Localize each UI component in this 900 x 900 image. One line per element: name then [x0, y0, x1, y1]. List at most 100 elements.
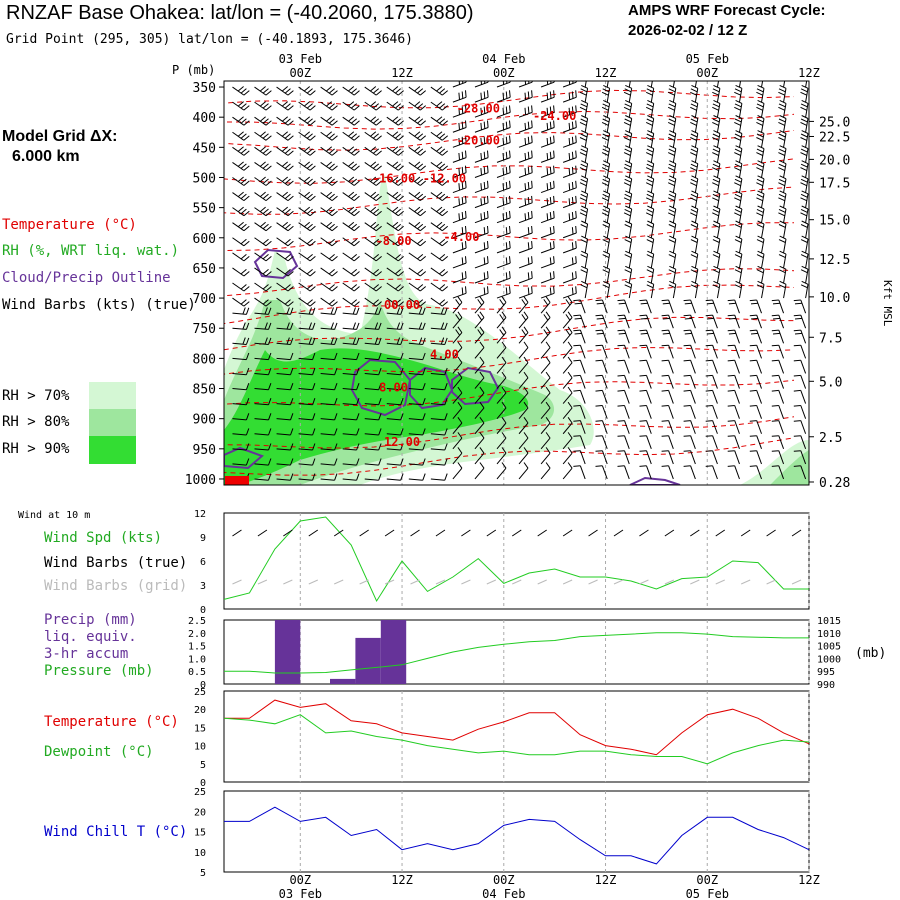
wind-barb: [408, 86, 427, 96]
wind-barb: [298, 161, 316, 171]
wind-barb: [793, 405, 807, 419]
wind-barb: [661, 405, 674, 419]
pressure-tick-label: 750: [193, 322, 216, 337]
legend-temperature-line: Temperature (°C): [44, 714, 179, 730]
wind-barb: [364, 398, 382, 406]
wind-barb: [364, 131, 382, 141]
wind-barb: [540, 90, 555, 103]
wind-barb: [364, 237, 382, 247]
wind-barb: [408, 176, 427, 186]
wind-barb: [602, 250, 611, 269]
wind-barb: [364, 367, 382, 376]
wind-barb: [727, 374, 740, 389]
y-tick-label: 10: [194, 742, 206, 753]
wind-barb: [254, 297, 272, 307]
wind-barb: [364, 206, 382, 217]
wind-barb: [254, 282, 272, 292]
wind-barb: [667, 175, 677, 193]
wind-barb: [645, 145, 655, 163]
wind-barb: [474, 296, 485, 314]
wind-barb: [386, 221, 404, 232]
wind-barb: [474, 150, 489, 163]
wind-barb: [518, 165, 533, 178]
wind-barb: [452, 462, 463, 480]
wind-barb: [734, 220, 743, 238]
wind-barb: [712, 84, 721, 103]
wind-barb: [623, 190, 633, 208]
wind-barb: [474, 286, 489, 299]
wind-barb: [778, 175, 787, 193]
wind-barb: [617, 299, 630, 314]
wind-barb: [749, 465, 762, 480]
wind-barb: [452, 225, 467, 239]
wind-barb: [298, 428, 316, 436]
wind-barb: [624, 280, 633, 299]
wind-barb: [430, 307, 448, 315]
pressure-tick-label: 500: [193, 171, 216, 186]
y-tick-label: 2.0: [188, 629, 206, 640]
pressure-tick-label: 1015: [817, 616, 841, 627]
y-tick-label: 0: [200, 778, 206, 789]
wind-barb: [408, 367, 426, 376]
wind-barb: [496, 195, 511, 209]
temperature-contour-label: 8.00: [379, 381, 408, 395]
wind-barb: [738, 81, 742, 88]
wind-barb: [793, 420, 807, 434]
legend-3hr-accum: 3-hr accum: [44, 646, 129, 662]
wind-barb: [452, 286, 467, 299]
wind-barb: [342, 428, 360, 436]
temperature-contour: [224, 437, 795, 476]
wind-barb: [540, 417, 551, 435]
wind-barb: [298, 367, 316, 376]
wind-barb: [474, 180, 489, 194]
bottom-time-label: 00Z: [696, 873, 718, 887]
wind-barb: [617, 435, 630, 449]
wind-barb: [320, 398, 338, 406]
wind-barb: [386, 176, 404, 186]
wind-barb: [778, 160, 787, 178]
wind-barb: [276, 86, 294, 96]
surface-wind-barb: [639, 529, 649, 585]
wind-barb: [712, 250, 721, 269]
temperature-contour: [224, 346, 795, 378]
pressure-tick-label: 990: [817, 680, 835, 691]
wind-barb: [254, 131, 272, 141]
wind-barb: [320, 131, 338, 141]
wind-barb: [496, 326, 507, 344]
wind-barb: [712, 280, 721, 299]
wind-barb: [408, 458, 426, 466]
wind-barb: [364, 337, 382, 345]
wind-barb: [624, 220, 633, 238]
wind-barb: [778, 235, 787, 253]
wind-barb: [496, 150, 511, 163]
wind-barb: [683, 389, 696, 404]
wind-barb: [518, 341, 529, 359]
wind-barb: [386, 267, 404, 277]
wind-barb: [386, 131, 404, 141]
wind-barb: [232, 267, 250, 277]
surface-wind-barb: [384, 529, 395, 585]
wind-barb: [276, 237, 294, 247]
wind-barb: [276, 161, 294, 171]
wind-barb: [712, 160, 721, 178]
wind-barb: [749, 314, 762, 329]
wind-barb: [749, 405, 762, 419]
top-time-label: 00Z: [493, 66, 515, 80]
temperature-contour-label: 4.00: [430, 347, 459, 361]
wind-barb: [667, 160, 677, 178]
wind-barb: [617, 450, 630, 465]
wind-barb: [778, 265, 787, 284]
wind-barb: [690, 115, 699, 133]
bottom-time-label: 12Z: [595, 873, 617, 887]
wind-barb: [579, 99, 589, 118]
wind-barb: [800, 190, 809, 208]
height-tick-label: 0.28: [819, 476, 850, 491]
wind-barb: [364, 307, 382, 315]
wind-barb: [734, 280, 743, 299]
wind-barb: [778, 190, 787, 208]
wind-barb: [496, 447, 507, 465]
pressure-tick-label: 650: [193, 262, 216, 277]
wind-barb: [562, 135, 577, 148]
wind-barb: [364, 458, 382, 466]
wind-barb: [562, 401, 573, 419]
